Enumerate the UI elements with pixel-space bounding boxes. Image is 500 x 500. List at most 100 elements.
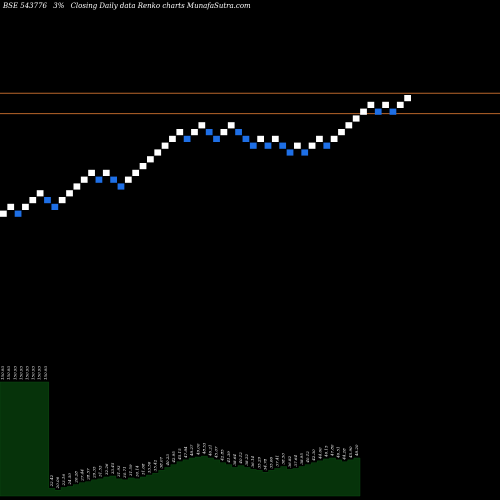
volume-area-shape [0,381,361,497]
brick-19 [139,163,147,170]
brick-30 [220,129,228,136]
symbol-label: BSE 543776 [2,2,48,10]
brick-14 [102,169,110,176]
volume-label-18: 33.45 [110,462,115,474]
volume-label-19: 31.93 [116,465,121,477]
volume-label-38: 38.64 [232,454,237,466]
volume-label-49: 38.95 [299,453,304,465]
level-lines [0,92,500,115]
brick-47 [345,122,353,129]
volume-label-44: 35.66 [269,456,274,468]
brick-23 [169,135,176,142]
brick-55 [404,95,411,102]
volume-label-25: 35.42 [153,459,158,471]
volume-label-2: 150.93 [12,366,17,380]
volume-label-55: 46.51 [336,446,341,458]
volume-label-51: 42.30 [311,449,316,462]
brick-4 [29,197,37,204]
volume-label-4: 150.93 [24,366,29,380]
volume-label-37: 41.39 [226,451,231,464]
volume-label-43: 34.78 [262,458,267,470]
brick-25 [183,135,191,142]
volume-label-34: 46.21 [208,445,213,457]
brick-6 [44,197,51,204]
volume-label-17: 32.26 [104,463,109,475]
volume-label-33: 48.53 [201,442,206,455]
volume-area: 150.93 150.93 150.93 150.93 150.93 150.93 150.… [0,366,361,497]
volume-label-9: 20.06 [55,476,60,489]
volume-label-41: 36.14 [250,455,255,467]
volume-label-13: 27.44 [79,469,84,482]
brick-0 [0,210,7,217]
volume-label-57: 45.90 [348,446,353,459]
volume-label-24: 33.56 [146,461,151,473]
brick-43 [316,135,323,142]
brick-10 [73,183,81,190]
brick-31 [227,122,235,129]
volume-label-1: 150.93 [6,366,11,380]
brick-20 [147,156,154,163]
brick-35 [257,135,264,142]
volume-label-48: 37.64 [293,455,298,467]
brick-18 [132,169,140,176]
brick-11 [80,176,88,183]
volume-label-54: 47.80 [330,444,335,457]
volume-label-23: 31.68 [140,463,145,475]
brick-5 [36,190,44,197]
brick-49 [360,108,367,115]
volume-label-32: 49.00 [195,443,200,456]
volume-label-42: 35.29 [256,456,261,468]
brick-42 [308,142,316,149]
brick-13 [95,176,103,183]
volume-label-7: 150.93 [43,366,48,380]
brick-53 [389,108,397,115]
brick-50 [367,101,375,108]
volume-label-30: 47.84 [183,446,188,459]
volume-label-36: 42.85 [220,449,225,462]
volume-label-10: 23.16 [61,474,66,487]
volume-label-45: 37.41 [275,455,280,466]
brick-27 [198,122,206,129]
brick-8 [58,197,66,204]
brick-24 [176,129,184,136]
volume-label-35: 45.07 [214,446,219,459]
volume-label-31: 48.27 [189,444,194,457]
volume-label-40: 38.22 [244,454,249,466]
brick-52 [382,101,389,108]
brick-46 [338,129,345,136]
brick-17 [124,176,132,183]
brick-34 [249,142,257,149]
brick-32 [235,129,242,136]
volume-label-11: 24.50 [67,473,72,486]
brick-41 [301,149,309,156]
volume-label-50: 40.12 [305,451,310,464]
brick-12 [88,169,95,176]
brick-21 [154,149,162,156]
brick-29 [213,135,220,142]
brick-15 [110,176,117,183]
brick-22 [161,142,169,149]
volume-label-20: 30.71 [122,466,127,477]
volume-label-29: 45.15 [177,448,182,461]
change-label: 3% [53,2,64,10]
brick-39 [286,149,294,156]
brick-40 [294,142,301,149]
volume-label-22: 30.14 [134,465,139,477]
brick-44 [323,142,331,149]
brick-51 [374,108,382,115]
brick-36 [264,142,272,149]
volume-label-26: 38.07 [159,456,164,468]
volume-label-53: 46.15 [323,445,328,458]
volume-label-14: 28.57 [85,468,90,481]
volume-label-46: 38.50 [281,453,286,465]
renko-bricks [0,95,411,217]
brick-3 [22,203,29,210]
description-label: Closing Daily data Renko charts MunafaSu… [71,2,251,10]
brick-26 [191,129,198,136]
volume-label-5: 150.93 [31,366,36,380]
brick-33 [242,135,250,142]
volume-label-28: 42.95 [171,451,176,464]
chart-header: BSE 543776 3% Closing Daily data Renko c… [2,2,251,10]
brick-7 [51,203,59,210]
